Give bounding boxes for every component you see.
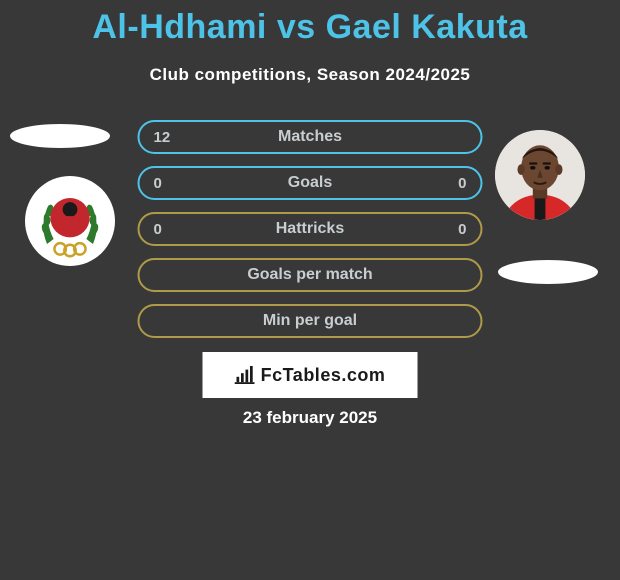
stat-hattricks-left: 0: [154, 221, 162, 238]
stat-goals-left: 0: [154, 175, 162, 192]
stat-row-goals: 0 Goals 0: [138, 166, 483, 200]
stat-hattricks-label: Hattricks: [276, 220, 344, 238]
stat-row-mpg: Min per goal: [138, 304, 483, 338]
player-left-club-pill: [10, 124, 110, 148]
snapshot-date: 23 february 2025: [0, 408, 620, 428]
stat-goals-label: Goals: [288, 174, 332, 192]
stat-mpg-label: Min per goal: [263, 312, 357, 330]
player-right-club-pill: [498, 260, 598, 284]
stats-container: 12 Matches 0 Goals 0 0 Hattricks 0 Goals…: [138, 120, 483, 350]
stat-row-gpm: Goals per match: [138, 258, 483, 292]
player-left-avatar: [25, 176, 115, 266]
stat-matches-label: Matches: [278, 128, 342, 146]
stat-hattricks-right: 0: [458, 221, 466, 238]
stat-row-matches: 12 Matches: [138, 120, 483, 154]
stat-matches-left: 12: [154, 129, 171, 146]
comparison-title: Al-Hdhami vs Gael Kakuta: [0, 0, 620, 47]
player-right-avatar: [495, 130, 585, 220]
club-crest-icon: [25, 176, 115, 266]
stat-gpm-label: Goals per match: [247, 266, 372, 284]
stat-goals-right: 0: [458, 175, 466, 192]
stat-row-hattricks: 0 Hattricks 0: [138, 212, 483, 246]
comparison-subtitle: Club competitions, Season 2024/2025: [0, 65, 620, 85]
branding-badge: FcTables.com: [203, 352, 418, 398]
bar-chart-icon: [235, 366, 257, 384]
branding-text: FcTables.com: [261, 365, 386, 386]
